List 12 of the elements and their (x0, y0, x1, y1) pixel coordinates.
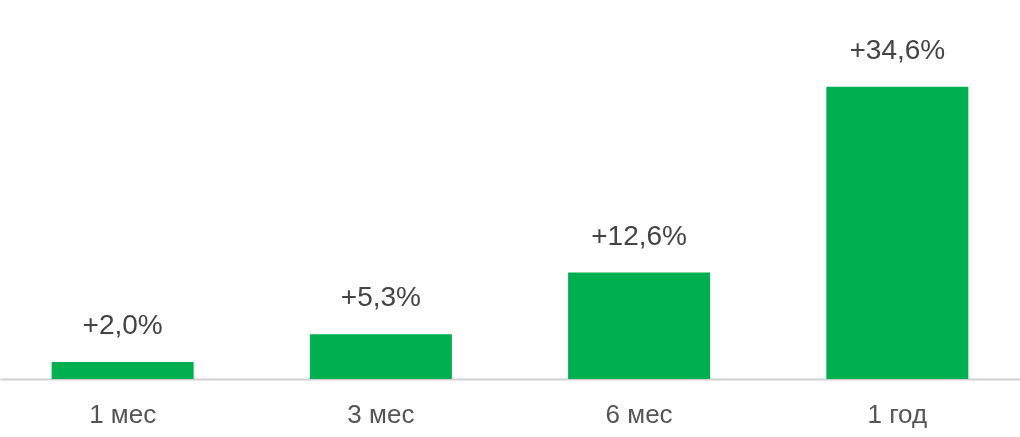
bar (309, 334, 452, 379)
x-tick-label: 1 год (867, 398, 928, 429)
x-tick-label: 6 мес (605, 398, 673, 429)
data-label: +5,3% (340, 281, 421, 313)
data-label: +34,6% (849, 33, 946, 65)
x-tick-label: 3 мес (347, 398, 415, 429)
bar (826, 86, 969, 379)
data-label: +12,6% (591, 219, 687, 251)
bar (568, 272, 711, 379)
x-tick-label: 1 мес (89, 398, 157, 429)
bar (51, 362, 194, 379)
data-label: +2,0% (82, 309, 163, 341)
